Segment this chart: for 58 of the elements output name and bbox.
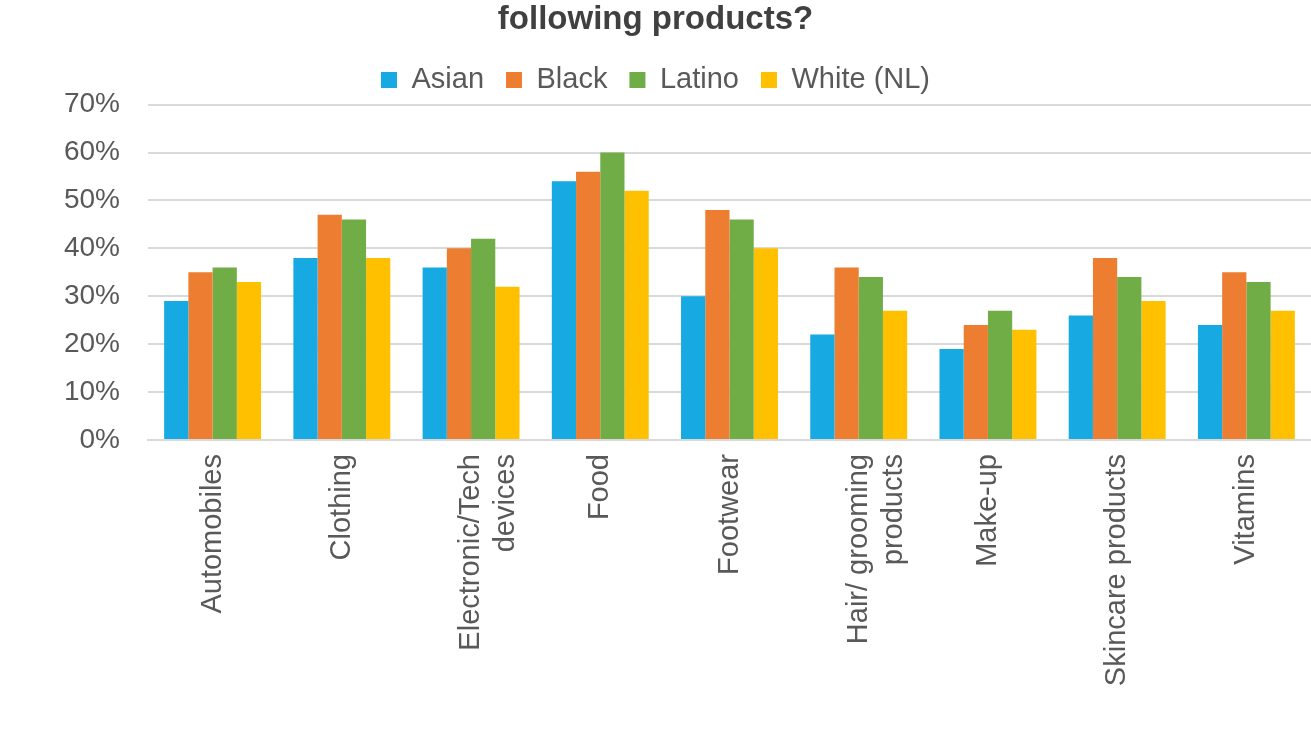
bar bbox=[576, 171, 601, 439]
bar bbox=[1246, 281, 1271, 439]
y-tick-label: 10% bbox=[63, 374, 120, 406]
bar bbox=[1197, 325, 1223, 439]
chart-title: following products? bbox=[497, 0, 814, 36]
x-tick-label: Food bbox=[582, 454, 615, 521]
bar bbox=[471, 238, 496, 439]
bar bbox=[317, 214, 342, 439]
bar bbox=[810, 334, 835, 439]
bar bbox=[600, 152, 625, 439]
bar bbox=[1092, 257, 1118, 439]
bar bbox=[446, 248, 472, 439]
bar bbox=[422, 267, 447, 439]
bar bbox=[236, 281, 262, 439]
x-tick-label: Make-up bbox=[969, 454, 1002, 567]
x-tick-label: Skincare products bbox=[1099, 454, 1132, 687]
x-tick-label: Electronic/Tech devices bbox=[453, 454, 520, 651]
bar bbox=[858, 277, 883, 439]
x-tick-label: Automobiles bbox=[194, 454, 227, 614]
bar bbox=[366, 257, 391, 439]
bar bbox=[212, 267, 237, 439]
bar bbox=[341, 219, 367, 439]
x-tick-label: Vitamins bbox=[1228, 454, 1261, 565]
y-tick-label: 60% bbox=[63, 135, 120, 167]
bar bbox=[1141, 301, 1166, 439]
bar bbox=[624, 190, 649, 439]
legend-label: Asian bbox=[411, 62, 485, 95]
x-tick-label: Hair/ grooming products bbox=[840, 454, 908, 645]
bar bbox=[1068, 315, 1093, 439]
x-tick-label: Footwear bbox=[711, 453, 744, 575]
bar bbox=[963, 325, 988, 439]
bar bbox=[495, 286, 520, 439]
y-tick-label: 40% bbox=[63, 231, 120, 263]
legend-label: Latino bbox=[659, 62, 739, 95]
x-tick-label: Clothing bbox=[323, 454, 356, 561]
y-tick-label: 50% bbox=[63, 183, 120, 215]
bar bbox=[729, 219, 754, 439]
legend-label: White (NL) bbox=[791, 62, 931, 95]
bar bbox=[939, 348, 964, 439]
bar bbox=[753, 248, 778, 439]
bar bbox=[882, 310, 908, 439]
bar bbox=[834, 267, 859, 439]
y-tick-label: 20% bbox=[63, 326, 120, 358]
y-tick-label: 30% bbox=[63, 278, 120, 310]
bar bbox=[681, 296, 706, 439]
bar bbox=[705, 210, 730, 439]
bar bbox=[1270, 310, 1295, 439]
bar bbox=[987, 310, 1013, 439]
bar bbox=[1117, 277, 1142, 439]
bar bbox=[1012, 329, 1037, 439]
bar bbox=[1222, 272, 1247, 439]
bar bbox=[551, 181, 577, 439]
bar bbox=[164, 301, 189, 439]
bar bbox=[293, 257, 318, 439]
y-tick-label: 70% bbox=[63, 87, 120, 119]
bar bbox=[188, 272, 213, 439]
y-tick-label: 0% bbox=[79, 422, 120, 454]
legend-label: Black bbox=[536, 62, 608, 95]
